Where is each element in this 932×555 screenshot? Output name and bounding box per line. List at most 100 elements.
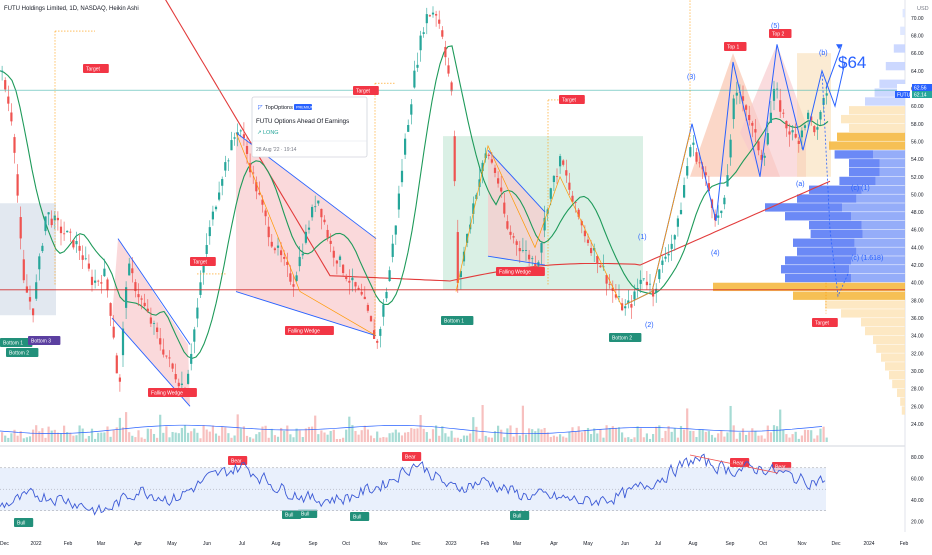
idea-card-title[interactable]: FUTU Options Ahead Of Earnings	[256, 118, 349, 125]
volume-bar	[280, 427, 283, 442]
candle-body	[794, 133, 797, 138]
volume-bar	[75, 435, 78, 442]
volume-bar	[50, 430, 53, 442]
candle-body	[624, 306, 627, 309]
volume-bar	[342, 437, 345, 442]
volume-bar	[168, 437, 171, 442]
candle-body	[376, 340, 379, 343]
volume-bar	[258, 432, 261, 442]
volume-bar	[714, 437, 717, 442]
volume-bar	[825, 437, 828, 442]
volume-bar	[180, 427, 183, 442]
candle-body	[800, 130, 803, 138]
candle-body	[639, 279, 642, 284]
candle-body	[785, 121, 788, 129]
volume-bar	[38, 431, 41, 442]
volume-bar	[797, 438, 800, 442]
rsi-bull-label: Bull	[17, 521, 25, 527]
volume-bar	[41, 428, 44, 442]
volume-bar	[369, 435, 373, 442]
candle-body	[304, 231, 307, 243]
candle-body	[593, 247, 596, 251]
time-axis-tick: 2024	[863, 541, 874, 547]
volume-bar	[720, 430, 723, 442]
candle-body	[90, 276, 94, 285]
candle-body	[208, 227, 211, 237]
candle-body	[218, 192, 221, 200]
volume-bar	[94, 438, 97, 442]
volume-bar	[602, 437, 605, 442]
candle-body	[156, 327, 159, 332]
volume-bar	[738, 432, 741, 442]
volume-bar	[162, 432, 165, 442]
volume-profile-row	[785, 212, 851, 221]
volume-profile-row-secondary	[861, 220, 905, 230]
volume-bar	[772, 425, 776, 442]
candle-body	[388, 270, 391, 282]
price-axis-bg[interactable]	[905, 0, 932, 550]
candle-body	[397, 193, 400, 210]
candle-body	[224, 162, 227, 171]
annotation-labels: Target Target Target Target Target Bottom 1 Bo…	[0, 23, 883, 527]
volume-profile-row	[892, 379, 905, 389]
drawings-layer	[0, 0, 905, 407]
volume-bar	[376, 431, 379, 442]
volume-bar	[472, 417, 475, 442]
candle-body	[28, 297, 32, 302]
volume-profile-row	[873, 335, 905, 345]
candle-body	[617, 296, 621, 298]
volume-bar	[469, 433, 472, 442]
volume-bar	[332, 429, 335, 442]
volume-bar	[800, 435, 803, 442]
volume-bar	[695, 437, 698, 442]
candle-body	[407, 124, 410, 132]
axes-layer: 70.0068.0066.0064.0062.0060.0058.0056.00…	[0, 16, 924, 547]
candle-body	[472, 203, 475, 214]
volume-bar	[701, 429, 704, 442]
idea-card-date: 28 Aug '22 · 19:14	[256, 147, 297, 153]
volume-profile-row	[809, 220, 862, 230]
candle-body	[729, 139, 732, 158]
volume-profile-row-secondary	[856, 247, 905, 256]
candle-body	[258, 192, 261, 195]
bottom-label: Bottom 3	[31, 339, 51, 345]
volume-bar	[394, 429, 397, 442]
time-axis-tick: Dec	[832, 541, 841, 547]
candle-body	[791, 130, 794, 133]
volume-profile-row	[841, 114, 905, 124]
volume-ma-line	[0, 424, 823, 435]
volume-bar	[97, 432, 100, 442]
candle-body	[661, 260, 664, 265]
price-axis-tick: 66.00	[911, 51, 924, 57]
candle-body	[205, 245, 208, 254]
volume-bar	[614, 427, 617, 442]
wave-label: (b)	[819, 50, 828, 57]
volume-bar	[53, 429, 56, 442]
bottom-label: Bottom 1	[3, 341, 23, 347]
volume-bar	[769, 432, 772, 442]
candle-body	[667, 253, 670, 256]
volume-bar	[56, 432, 59, 442]
pattern-line-orange	[455, 144, 623, 307]
currency-unit: USD	[917, 6, 929, 12]
rsi-axis-tick: 40.00	[911, 498, 924, 504]
price-axis-tick: 40.00	[911, 281, 924, 287]
volume-bar	[103, 432, 106, 442]
volume-profile-row	[897, 388, 905, 398]
target-label-bg	[559, 95, 585, 104]
time-axis-tick: Feb	[481, 541, 490, 547]
volume-profile-row	[849, 167, 880, 177]
time-axis-tick: Apr	[134, 541, 142, 547]
price-axis-tick: 48.00	[911, 210, 924, 216]
candle-body	[745, 105, 748, 110]
volume-bar	[729, 405, 732, 442]
volume-bar	[78, 425, 81, 442]
idea-card[interactable]: ◸ TopOptions PREMIUM FUTU Options Ahead …	[251, 96, 368, 158]
candle-body	[645, 281, 648, 286]
pattern-line-orange	[235, 132, 377, 337]
volume-bar	[404, 432, 407, 442]
volume-profile-row	[839, 176, 876, 186]
candle-body	[565, 170, 568, 176]
candle-body	[605, 275, 608, 284]
